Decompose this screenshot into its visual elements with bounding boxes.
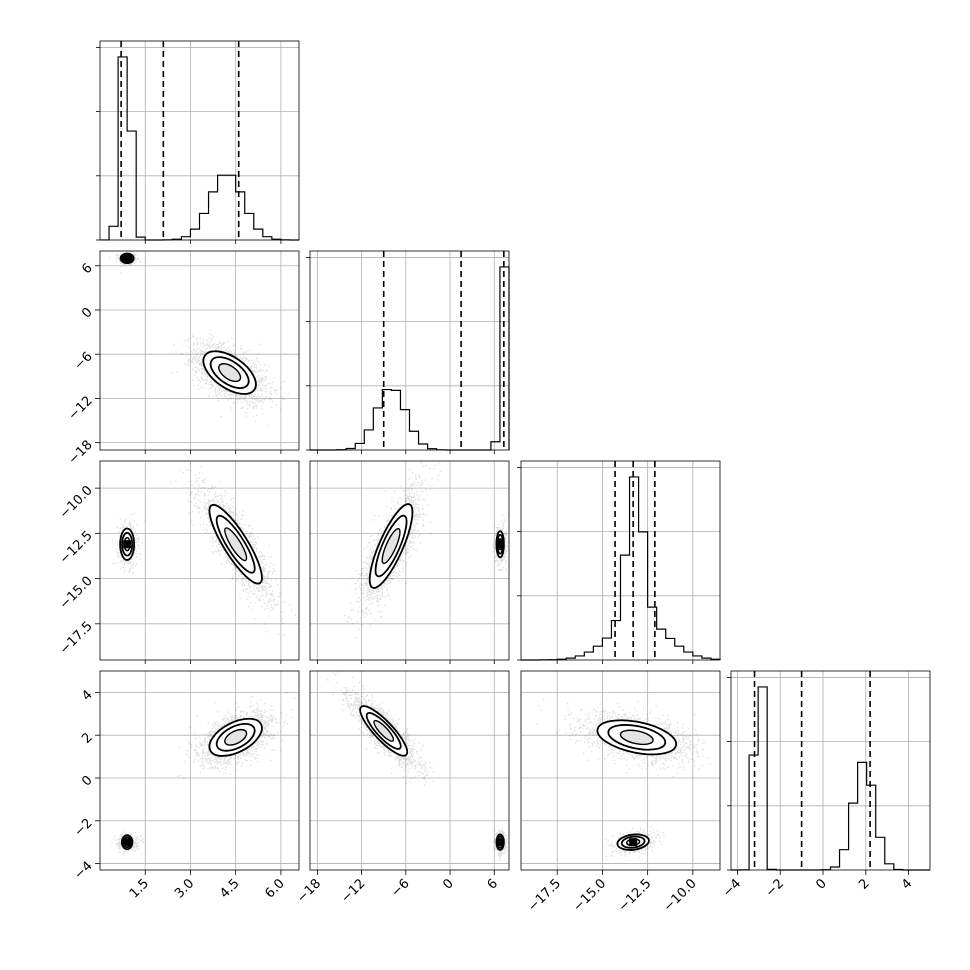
- panel-frame: [309, 670, 510, 871]
- panel-frame: [520, 670, 721, 871]
- contour-level-2: [619, 729, 654, 746]
- scatter-panel-0-2: [99, 460, 300, 661]
- y-tick-label: −18: [66, 438, 96, 468]
- hist-panel-2: [517, 460, 721, 661]
- scatter-panel-0-3: [99, 670, 300, 871]
- x-tick-label: −2: [763, 876, 787, 900]
- x-tick-label: −12: [338, 876, 368, 906]
- panel-content: [100, 461, 299, 660]
- histogram-2: [520, 476, 721, 661]
- panel-frame: [99, 40, 300, 241]
- x-axis-0: 1.5 3.0 4.5 6.0: [127, 870, 288, 901]
- x-tick-label: −10.0: [661, 876, 700, 915]
- x-tick-label: 2: [856, 876, 872, 892]
- y-tick-label: −2: [71, 816, 95, 840]
- histogram-0: [99, 56, 300, 241]
- y-tick-label: 0: [79, 305, 95, 321]
- x-tick-label: −12.5: [616, 876, 655, 915]
- hist-panel-0: [96, 40, 300, 241]
- density-peak: [496, 838, 505, 847]
- y-tick-label: 4: [79, 687, 95, 703]
- y-tick-label: 2: [79, 730, 95, 746]
- panel-content: [100, 671, 299, 870]
- x-axis-1: −18 −12 −6 0 6: [294, 870, 501, 906]
- x-tick-label: 0: [440, 876, 456, 892]
- panel-frame: [99, 460, 300, 661]
- y-tick-label: −12.5: [57, 528, 96, 567]
- hist-panel-1: [306, 250, 510, 451]
- y-tick-label: 0: [79, 773, 95, 789]
- scatter-panel-2-3: [520, 670, 721, 871]
- scatter-panel-1-3: [309, 670, 510, 871]
- x-tick-label: −6: [388, 876, 412, 900]
- y-tick-label: −15.0: [57, 574, 96, 613]
- contour-level-2: [224, 527, 248, 562]
- x-tick-label: −17.5: [525, 876, 564, 915]
- panel-frame: [309, 460, 510, 661]
- y-axis-3: −4 −2 0 2 4: [71, 687, 100, 883]
- panel-frame: [520, 460, 721, 661]
- y-tick-label: −4: [71, 859, 95, 883]
- panel-frame: [99, 670, 300, 871]
- panel-frame: [309, 250, 510, 451]
- density-peak: [123, 254, 132, 263]
- x-tick-label: −4: [720, 876, 744, 900]
- density-peak: [496, 540, 505, 549]
- panel-content: [310, 461, 509, 660]
- contour-level-2: [373, 719, 395, 742]
- x-tick-label: 4: [899, 876, 915, 892]
- panel-frame: [730, 670, 931, 871]
- x-tick-label: 3.0: [172, 876, 197, 901]
- y-tick-label: −6: [71, 349, 95, 373]
- histogram-3: [731, 686, 930, 871]
- y-axis-1: −18 −12 −6 0 6: [66, 261, 100, 468]
- y-tick-label: −12: [66, 393, 96, 423]
- scatter-panel-0-1: [99, 250, 300, 451]
- hist-panel-3: [727, 670, 931, 871]
- x-tick-label: 0: [813, 876, 829, 892]
- x-tick-label: −15.0: [570, 876, 609, 915]
- scatter-panel-1-2: [309, 460, 510, 661]
- y-tick-label: 6: [79, 261, 95, 277]
- y-axis-2: −17.5 −15.0 −12.5 −10.0: [57, 483, 100, 658]
- panel-frame: [99, 250, 300, 451]
- panel-content: [521, 671, 720, 870]
- y-tick-label: −17.5: [57, 619, 96, 658]
- contour-level-2: [218, 363, 242, 383]
- contour-level-2: [381, 527, 401, 565]
- x-tick-label: −18: [294, 876, 324, 906]
- x-axis-2: −17.5 −15.0 −12.5 −10.0: [525, 870, 700, 915]
- x-tick-label: 6: [485, 876, 501, 892]
- x-tick-label: 4.5: [217, 876, 242, 901]
- density-peak: [123, 540, 132, 549]
- histogram-1: [310, 266, 510, 451]
- density-peak: [629, 838, 638, 847]
- y-tick-label: −10.0: [57, 483, 96, 522]
- x-axis-3: −4 −2 0 2 4: [720, 870, 915, 900]
- x-tick-label: 1.5: [127, 876, 152, 901]
- density-peak: [123, 838, 132, 847]
- panel-content: [310, 671, 509, 870]
- panel-content: [100, 251, 299, 450]
- contour-level-2: [224, 728, 248, 746]
- x-tick-label: 6.0: [263, 876, 288, 901]
